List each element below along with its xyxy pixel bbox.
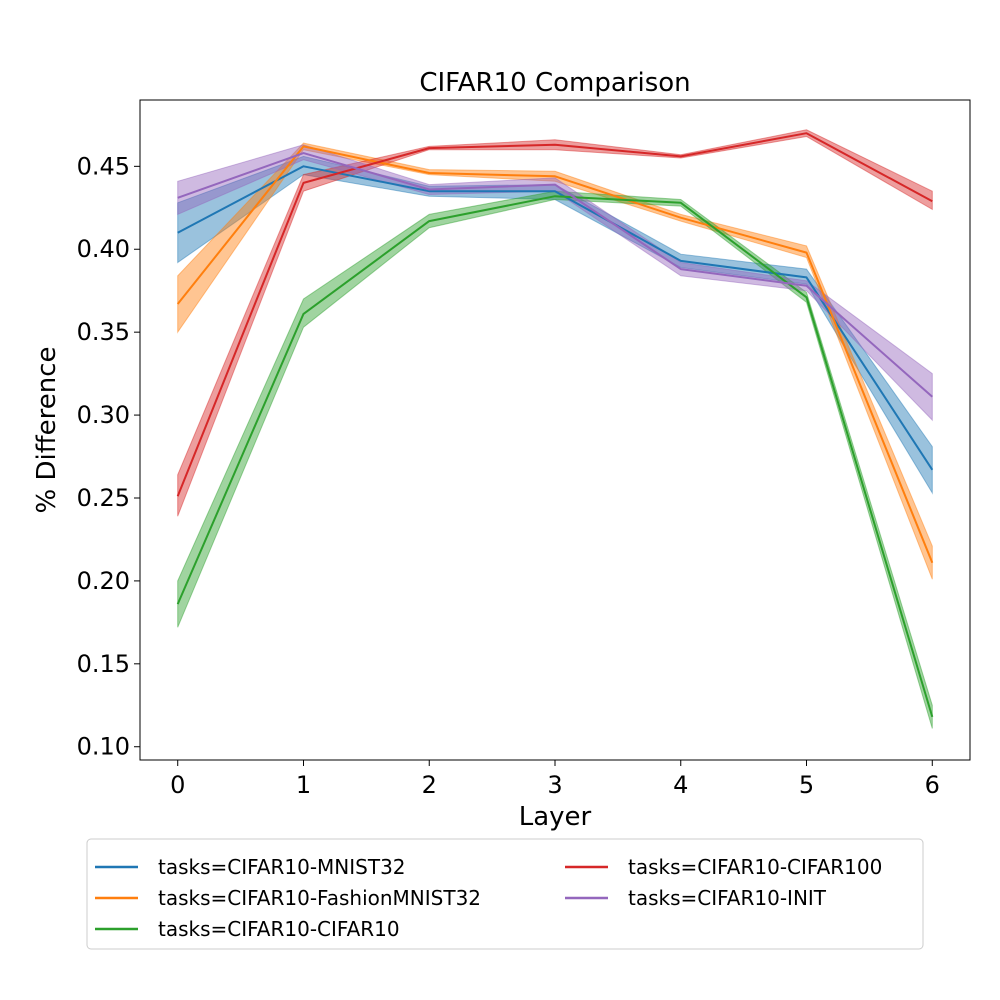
legend-label-0: tasks=CIFAR10-MNIST32 [158,855,406,879]
y-tick-label-3: 0.25 [77,484,130,512]
legend-label-2: tasks=CIFAR10-CIFAR10 [158,917,400,941]
y-axis-ticks: 0.10 0.15 0.20 0.25 0.30 0.35 0.40 0.45 [77,152,140,761]
x-tick-label-5: 5 [799,771,814,799]
x-tick-label-1: 1 [296,771,311,799]
y-tick-label-1: 0.15 [77,650,130,678]
legend-box [86,838,924,950]
x-tick-label-4: 4 [673,771,688,799]
y-axis-title: % Difference [32,346,62,513]
y-tick-label-0: 0.10 [77,733,130,761]
y-tick-label-2: 0.20 [77,567,130,595]
confidence-bands [177,129,933,729]
series-lines [176,132,934,718]
y-tick-label-7: 0.45 [77,152,130,180]
confidence-band-2 [177,190,933,729]
legend: tasks=CIFAR10-MNIST32 tasks=CIFAR10-Fashi… [86,838,924,950]
y-tick-label-5: 0.35 [77,318,130,346]
series-line-4 [177,152,933,398]
legend-label-4: tasks=CIFAR10-INIT [628,886,827,910]
series-line-2 [176,195,934,718]
chart-title: CIFAR10 Comparison [419,68,690,98]
x-tick-label-0: 0 [170,771,185,799]
x-axis-title: Layer [519,802,592,832]
series-line-0 [177,165,934,471]
legend-label-1: tasks=CIFAR10-FashionMNIST32 [158,886,481,910]
series-line-3 [176,132,933,497]
x-axis-ticks: 0 1 2 3 4 5 6 [170,760,940,799]
confidence-band-0 [177,155,933,495]
y-tick-label-4: 0.30 [77,401,130,429]
x-tick-label-3: 3 [547,771,562,799]
x-tick-label-6: 6 [925,771,940,799]
confidence-band-3 [177,129,933,517]
series-line-1 [176,145,934,564]
y-tick-label-6: 0.40 [77,235,130,263]
x-tick-label-2: 2 [422,771,437,799]
confidence-band-1 [177,142,933,580]
legend-label-3: tasks=CIFAR10-CIFAR100 [628,855,882,879]
